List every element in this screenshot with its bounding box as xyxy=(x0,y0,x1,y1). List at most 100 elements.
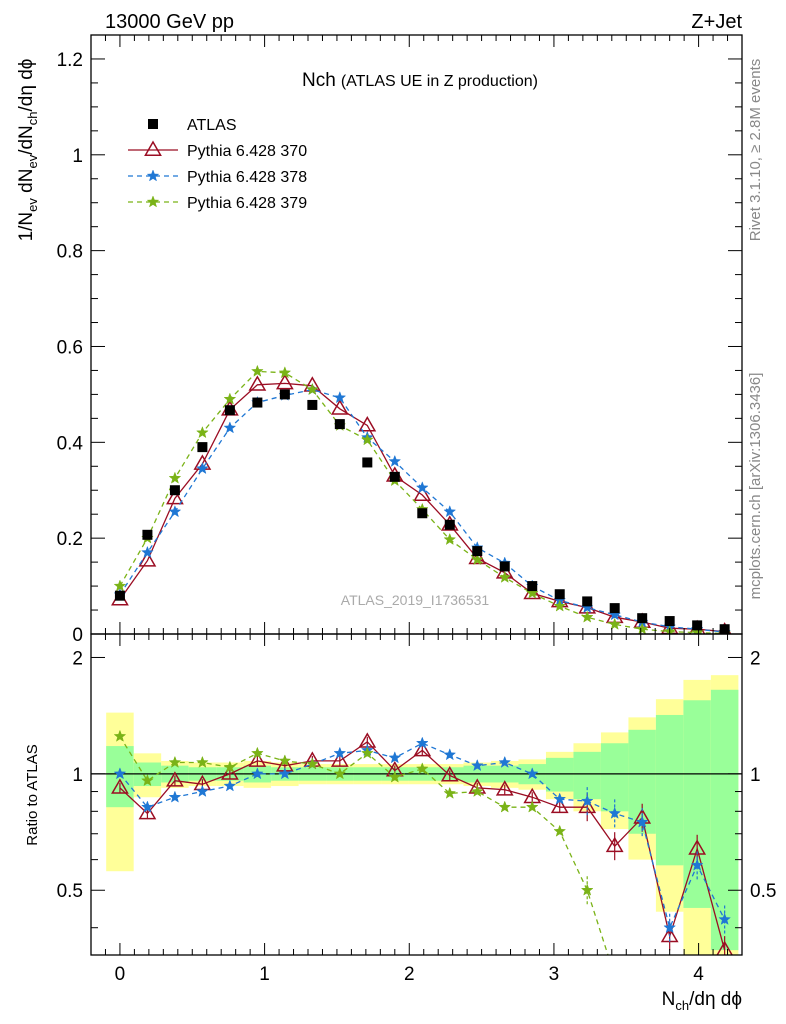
side-label-bottom: mcplots.cern.ch [arXiv:1306.3436] xyxy=(747,373,764,600)
series-3-point xyxy=(553,599,567,612)
series-3-point xyxy=(305,382,319,396)
atlas-data-point xyxy=(252,397,263,408)
legend-label: Pythia 6.428 379 xyxy=(187,195,307,212)
x-tick-label: 0 xyxy=(115,964,126,985)
series-2-point xyxy=(415,481,429,494)
legend-marker-atlas xyxy=(148,119,158,129)
series-3-ratio-point xyxy=(333,767,347,780)
x-tick-label: 1 xyxy=(259,964,270,985)
series-2-point xyxy=(168,505,182,518)
series-2-ratio-point xyxy=(250,767,264,780)
series-3-ratio-point xyxy=(278,754,292,767)
series-2-ratio-point xyxy=(223,779,237,792)
chart-title: Nch (ATLAS UE in Z production) xyxy=(302,70,538,91)
series-2-ratio-point xyxy=(388,751,402,764)
series-3-point xyxy=(360,433,374,446)
series-1-line xyxy=(119,382,725,633)
uncertainty-band-green xyxy=(545,757,574,792)
legend-label: Pythia 6.428 378 xyxy=(187,169,307,186)
series-1-ratio-point xyxy=(605,836,624,853)
series-2-ratio-point xyxy=(168,790,182,803)
atlas-data-point xyxy=(472,546,483,557)
series-2-ratio-point xyxy=(635,815,649,828)
series-2-ratio-point xyxy=(196,784,209,797)
series-2-point xyxy=(141,545,154,558)
ratio-y-tick-label-right: 0.5 xyxy=(750,881,776,902)
series-1-ratio-point xyxy=(440,766,459,782)
legend-marker xyxy=(146,169,160,182)
series-2-ratio-point xyxy=(718,912,732,925)
series-3-ratio-point xyxy=(415,762,429,775)
series-3-ratio-point xyxy=(360,746,374,759)
series-2-ratio-point xyxy=(278,767,292,780)
series-1-ratio-point xyxy=(330,751,349,767)
y-tick-label: 0.6 xyxy=(57,337,83,358)
legend-marker xyxy=(146,195,160,208)
series-1-point xyxy=(275,373,294,390)
atlas-data-point xyxy=(692,620,703,631)
series-1-point xyxy=(138,551,157,567)
legend-marker xyxy=(144,140,162,156)
atlas-data-point xyxy=(499,561,510,572)
watermark: ATLAS_2019_I1736531 xyxy=(341,592,490,608)
atlas-data-point xyxy=(114,590,125,601)
series-3-ratio-point xyxy=(250,746,264,759)
legend: ATLAS Pythia 6.428 370 Pythia 6.428 378 Pyt… xyxy=(128,117,307,212)
series-2-ratio-point xyxy=(608,806,622,819)
series-3-point xyxy=(250,364,264,377)
main-panel: 0 0.2 0.4 0.6 0.8 1 1.2 xyxy=(57,34,743,646)
series-2-ratio-point xyxy=(470,758,484,772)
series-2-ratio-point xyxy=(415,736,429,749)
series-1-point xyxy=(358,416,377,432)
ratio-y-tick-label: 2 xyxy=(72,648,83,669)
series-3-point xyxy=(580,610,594,623)
x-tick-label: 2 xyxy=(404,964,415,985)
series-3-point xyxy=(113,579,127,592)
series-1-ratio-point xyxy=(495,780,514,796)
atlas-data-point xyxy=(554,589,565,600)
atlas-data-point xyxy=(169,485,180,496)
ratio-y-tick-label: 0.5 xyxy=(57,881,83,902)
series-2-point xyxy=(388,454,402,467)
series-3-point xyxy=(525,586,539,599)
series-1-ratio-point xyxy=(111,778,129,794)
atlas-data-point xyxy=(582,596,593,607)
series-3-point xyxy=(168,471,182,484)
legend-label: ATLAS xyxy=(187,117,237,134)
series-2-ratio-point xyxy=(498,755,512,768)
series-3-ratio-point xyxy=(470,784,484,797)
series-2-point xyxy=(223,421,237,434)
y-tick-label: 0.2 xyxy=(57,529,83,550)
series-2-ratio-point xyxy=(113,767,127,780)
series-3-ratio-point xyxy=(636,986,647,997)
ratio-frame xyxy=(90,633,743,956)
series-3-ratio-point xyxy=(580,883,594,896)
series-1-ratio-point xyxy=(550,797,569,814)
series-3-point xyxy=(470,553,484,566)
series-3-point xyxy=(196,426,209,439)
series-3-ratio-point xyxy=(305,757,319,770)
chart-subtitle: (ATLAS UE in Z production) xyxy=(341,73,538,90)
y-tick-label: 0.8 xyxy=(57,242,83,263)
ratio-y-tick-label-right: 2 xyxy=(750,648,761,669)
series-3-point xyxy=(635,622,649,634)
series-1-ratio-point xyxy=(716,940,733,955)
series-3-ratio-point xyxy=(113,729,127,742)
series-1-point xyxy=(330,399,349,415)
series-3-ratio-point xyxy=(525,800,539,813)
series-2-ratio-line xyxy=(119,742,726,930)
series-2-ratio-point xyxy=(141,800,154,813)
series-3-ratio-point xyxy=(443,786,457,799)
atlas-data-point xyxy=(362,457,373,468)
series-3-point xyxy=(278,366,292,379)
series-3-point xyxy=(608,617,622,630)
y-axis-label: 1/Nev dNev/dNch/dη dϕ xyxy=(16,59,40,242)
series-3-ratio-point xyxy=(141,773,154,787)
atlas-data-point xyxy=(197,442,208,453)
ratio-y-tick-label-right: 1 xyxy=(750,765,761,786)
y-tick-label: 0 xyxy=(72,625,83,646)
atlas-data-point xyxy=(609,603,620,614)
ratio-y-tick-label: 1 xyxy=(72,765,83,786)
uncertainty-band-green xyxy=(573,751,601,800)
